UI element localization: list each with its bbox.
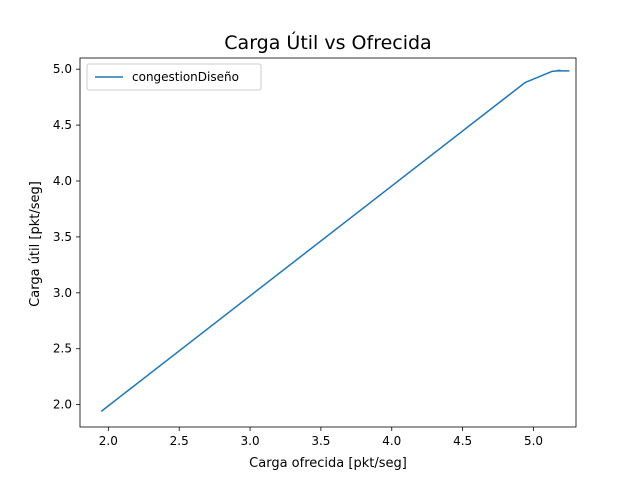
x-tick-label: 2.0 — [99, 434, 118, 448]
y-tick-label: 5.0 — [53, 62, 72, 76]
x-tick-label: 4.5 — [453, 434, 472, 448]
x-tick-label: 4.0 — [382, 434, 401, 448]
y-tick-label: 2.5 — [53, 342, 72, 356]
y-axis-title: Carga útil [pkt/seg] — [28, 181, 43, 307]
legend: congestionDiseño — [86, 63, 262, 91]
x-tick-label: 3.0 — [241, 434, 260, 448]
x-tick-label: 3.5 — [311, 434, 330, 448]
x-axis-title: Carga ofrecida [pkt/seg] — [249, 456, 407, 471]
chart-title: Carga Útil vs Ofrecida — [224, 30, 431, 54]
series-line-0 — [100, 69, 570, 412]
x-tick-label: 5.0 — [524, 434, 543, 448]
axes: 2.0 2.5 3.0 3.5 4.0 4.5 5.0 2.0 2.5 3.0 3.5 4.0 4.5 5… — [53, 57, 577, 448]
legend-box — [86, 63, 262, 91]
y-tick-label: 4.0 — [53, 174, 72, 188]
y-tick-label: 4.5 — [53, 118, 72, 132]
x-tick-label: 2.5 — [170, 434, 189, 448]
legend-label: congestionDiseño — [132, 70, 239, 84]
y-tick-label: 3.5 — [53, 230, 72, 244]
y-tick-label: 3.0 — [53, 286, 72, 300]
y-tick-label: 2.0 — [53, 398, 72, 412]
plot-area — [100, 69, 570, 412]
axes-frame — [79, 57, 577, 428]
